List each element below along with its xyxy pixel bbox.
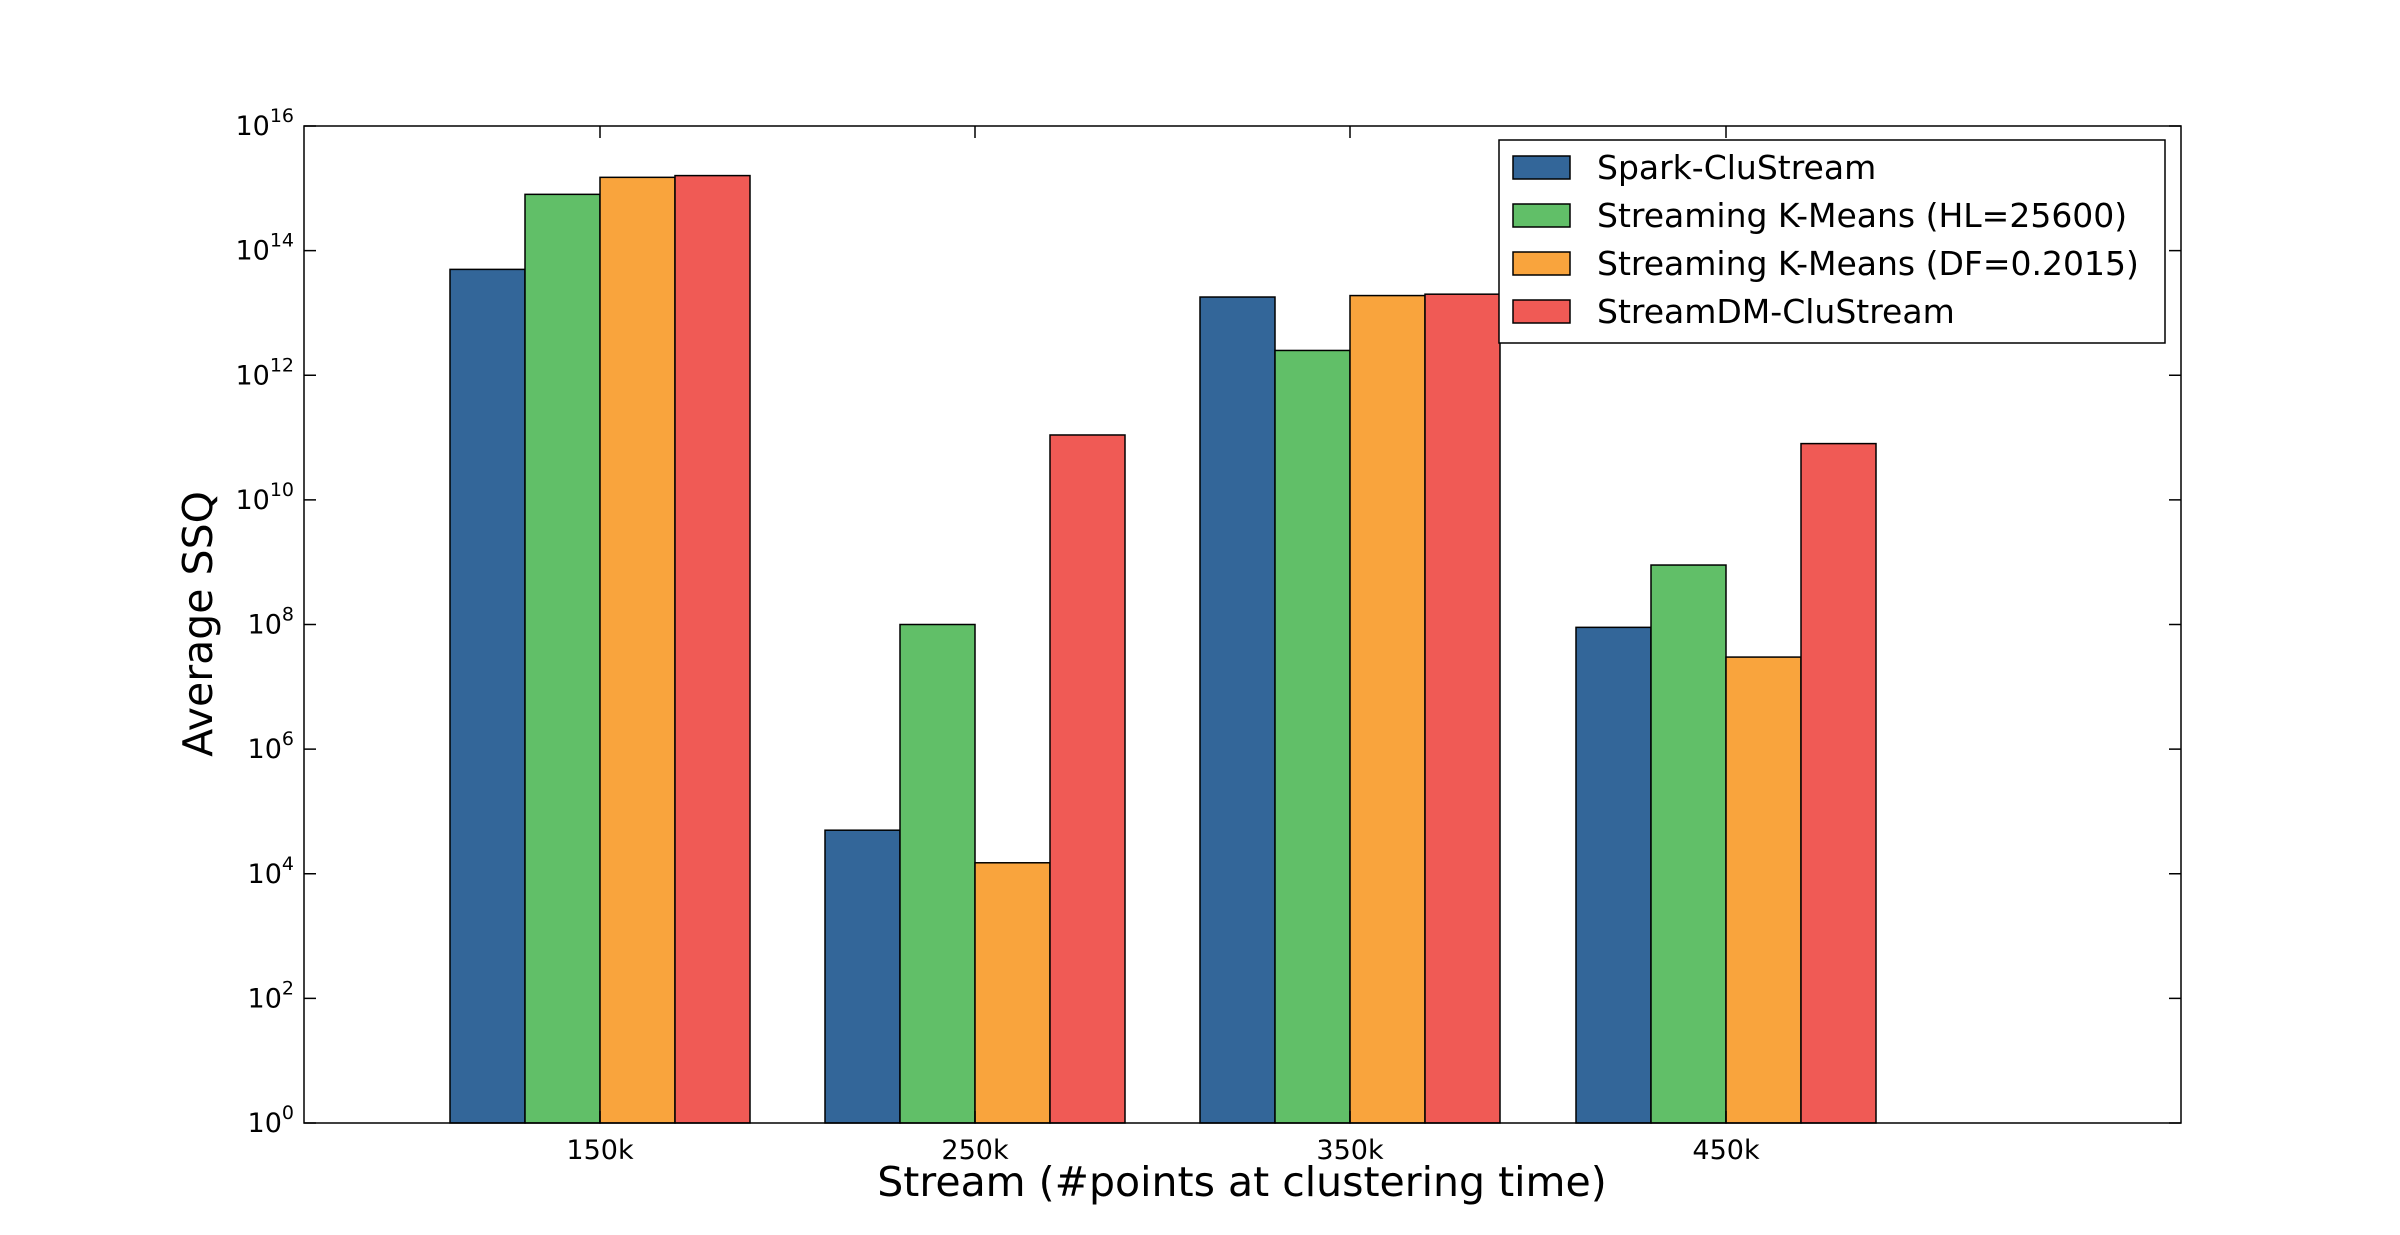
y-tick-label: 1016 bbox=[235, 105, 294, 142]
bar-series-2-350k bbox=[1349, 294, 1426, 1124]
x-tick-label: 350k bbox=[1316, 1135, 1384, 1166]
bar-series-1-150k bbox=[524, 193, 601, 1124]
legend-label: Streaming K-Means (DF=0.2015) bbox=[1597, 244, 2139, 283]
bar-series-0-150k bbox=[449, 268, 526, 1124]
bar-series-1-250k bbox=[899, 623, 976, 1124]
bar-series-0-250k bbox=[824, 829, 901, 1124]
bar-series-2-250k bbox=[974, 862, 1051, 1124]
y-tick-label: 104 bbox=[248, 853, 294, 890]
bar-series-1-450k bbox=[1650, 564, 1727, 1124]
bars-group bbox=[449, 174, 1877, 1124]
y-tick-label: 1010 bbox=[235, 479, 294, 516]
bar-series-2-150k bbox=[599, 176, 676, 1124]
legend-swatch bbox=[1512, 251, 1571, 276]
y-axis: 100 102 104 106 108 1010 1012 1014 1016 bbox=[235, 105, 2181, 1139]
y-axis-title: Average SSQ bbox=[174, 491, 222, 757]
bar-series-3-450k bbox=[1800, 442, 1877, 1124]
legend-frame bbox=[1498, 139, 2166, 344]
bar-series-0-450k bbox=[1575, 626, 1652, 1124]
bar-series-3-250k bbox=[1049, 434, 1126, 1124]
y-tick-label: 108 bbox=[248, 604, 294, 641]
legend-swatch bbox=[1512, 203, 1571, 228]
bar-series-2-450k bbox=[1725, 656, 1802, 1124]
x-axis-title: Stream (#points at clustering time) bbox=[877, 1158, 1606, 1206]
x-tick-label: 150k bbox=[566, 1135, 634, 1166]
x-tick-label: 250k bbox=[941, 1135, 1009, 1166]
legend-label: Spark-CluStream bbox=[1597, 148, 1876, 187]
y-tick-label: 106 bbox=[248, 728, 294, 765]
bar-series-3-150k bbox=[674, 174, 751, 1124]
legend-swatch bbox=[1512, 155, 1571, 180]
bar-series-1-350k bbox=[1274, 349, 1351, 1124]
legend-swatch bbox=[1512, 299, 1571, 324]
x-tick-label: 450k bbox=[1692, 1135, 1760, 1166]
legend-label: Streaming K-Means (HL=25600) bbox=[1597, 196, 2127, 235]
bar-series-0-350k bbox=[1199, 296, 1276, 1124]
y-tick-label: 1012 bbox=[235, 354, 294, 391]
y-tick-label: 1014 bbox=[235, 230, 294, 267]
y-tick-label: 100 bbox=[248, 1102, 294, 1139]
bar-series-3-350k bbox=[1424, 293, 1501, 1124]
legend: Spark-CluStream Streaming K-Means (HL=256… bbox=[1498, 139, 2166, 344]
x-axis: 150k 250k 350k 450k bbox=[566, 126, 1760, 1166]
legend-label: StreamDM-CluStream bbox=[1597, 292, 1955, 331]
y-tick-label: 102 bbox=[248, 977, 294, 1014]
